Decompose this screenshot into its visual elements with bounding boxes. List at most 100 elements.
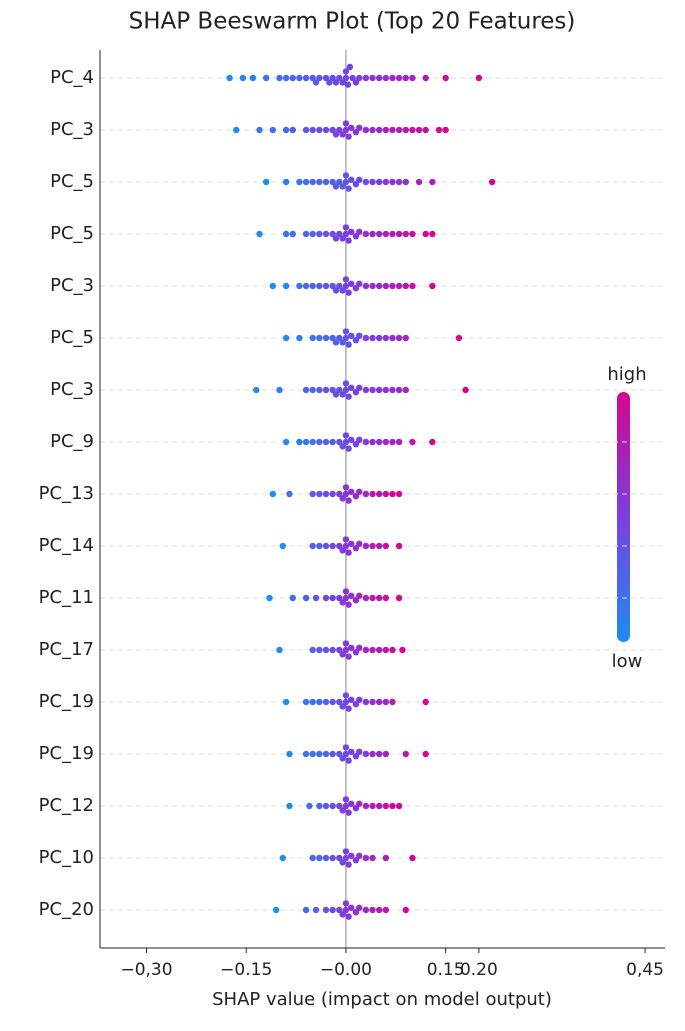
dot bbox=[309, 698, 316, 706]
dot bbox=[339, 131, 346, 138]
dot bbox=[402, 74, 409, 82]
dot bbox=[348, 176, 355, 183]
dot bbox=[402, 750, 409, 758]
dot bbox=[345, 445, 352, 452]
dot bbox=[362, 126, 370, 134]
dot bbox=[369, 594, 376, 602]
dot bbox=[296, 178, 303, 186]
dot bbox=[302, 386, 310, 394]
dot bbox=[332, 339, 340, 346]
dot bbox=[369, 438, 376, 446]
dot bbox=[369, 334, 376, 342]
dot bbox=[356, 74, 363, 82]
dot bbox=[329, 334, 336, 342]
dot bbox=[329, 854, 336, 862]
dot bbox=[382, 594, 390, 602]
dot bbox=[402, 906, 409, 914]
dot bbox=[339, 547, 346, 554]
dot bbox=[395, 230, 403, 238]
dot bbox=[382, 282, 390, 290]
dot bbox=[382, 646, 390, 654]
dot bbox=[389, 698, 396, 706]
dot bbox=[332, 79, 340, 86]
dot bbox=[356, 540, 363, 547]
dot bbox=[369, 646, 376, 654]
dot bbox=[356, 748, 363, 755]
dot bbox=[339, 443, 346, 450]
dot bbox=[348, 384, 355, 391]
dot bbox=[329, 74, 336, 82]
dot bbox=[302, 178, 310, 186]
dot bbox=[382, 386, 390, 394]
dot bbox=[233, 126, 240, 134]
dot bbox=[302, 74, 310, 82]
dot bbox=[352, 129, 360, 136]
dot bbox=[336, 178, 343, 186]
dot bbox=[409, 126, 416, 134]
dot bbox=[326, 79, 333, 86]
dot bbox=[345, 913, 352, 920]
dot bbox=[375, 386, 383, 394]
x-tick-label: 0,45 bbox=[626, 960, 664, 980]
dot bbox=[422, 230, 429, 238]
dot bbox=[316, 126, 323, 134]
dot bbox=[339, 599, 346, 606]
dot bbox=[346, 63, 354, 71]
y-tick-label: PC_3 bbox=[50, 275, 94, 296]
dot bbox=[369, 750, 376, 758]
dot bbox=[336, 646, 343, 654]
dot bbox=[282, 438, 290, 446]
dot bbox=[342, 536, 350, 543]
dot bbox=[342, 848, 350, 855]
y-tick-label: PC_5 bbox=[50, 171, 94, 192]
dot bbox=[342, 282, 350, 290]
dot bbox=[402, 386, 409, 394]
dot bbox=[362, 646, 370, 654]
dot bbox=[369, 698, 376, 706]
dot bbox=[282, 698, 290, 706]
y-tick-label: PC_10 bbox=[39, 847, 94, 868]
dot bbox=[429, 438, 436, 446]
dot bbox=[309, 646, 316, 654]
dot bbox=[389, 490, 396, 498]
dot bbox=[409, 74, 416, 82]
dot bbox=[262, 178, 270, 186]
dot bbox=[356, 228, 363, 235]
dot bbox=[282, 334, 290, 342]
dot bbox=[389, 334, 396, 342]
dot bbox=[322, 542, 330, 550]
dot bbox=[348, 696, 355, 703]
dot bbox=[488, 178, 496, 186]
dot bbox=[296, 282, 303, 290]
dot bbox=[332, 391, 340, 398]
dot bbox=[395, 542, 403, 550]
dot bbox=[356, 332, 363, 339]
dot bbox=[369, 854, 376, 862]
dot bbox=[382, 74, 390, 82]
dot bbox=[316, 802, 323, 810]
dot bbox=[382, 438, 390, 446]
y-tick-label: PC_5 bbox=[50, 223, 94, 244]
x-tick-label: −0,30 bbox=[120, 960, 172, 980]
dot bbox=[382, 490, 390, 498]
dot bbox=[356, 124, 363, 131]
dot bbox=[336, 854, 343, 862]
dot bbox=[352, 337, 360, 344]
y-tick-label: PC_3 bbox=[50, 379, 94, 400]
dot bbox=[316, 542, 323, 550]
dot bbox=[322, 646, 330, 654]
dot bbox=[356, 592, 363, 599]
dot bbox=[296, 334, 303, 342]
dot bbox=[322, 438, 330, 446]
dot bbox=[272, 906, 280, 914]
dot bbox=[322, 74, 330, 82]
dot bbox=[349, 74, 356, 82]
dot bbox=[389, 126, 396, 134]
dot bbox=[369, 490, 376, 498]
x-axis-label: SHAP value (impact on model output) bbox=[212, 989, 552, 1010]
dot bbox=[382, 126, 390, 134]
dot bbox=[382, 750, 390, 758]
dot bbox=[339, 703, 346, 710]
dot bbox=[316, 438, 323, 446]
dot bbox=[362, 230, 370, 238]
